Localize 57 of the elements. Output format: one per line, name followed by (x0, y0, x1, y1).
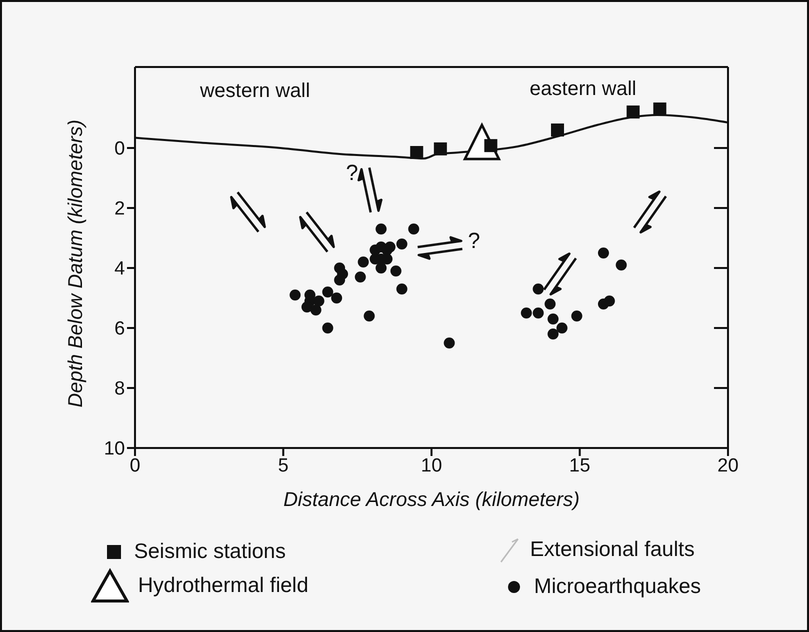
point (653, 102, 666, 116)
point (626, 106, 640, 118)
point (396, 284, 408, 294)
point (334, 274, 346, 286)
y-tick-label: 4 (114, 258, 126, 280)
legend-label: Seismic stations (134, 540, 286, 564)
point (544, 298, 556, 310)
point (604, 296, 615, 306)
point (556, 322, 568, 334)
point (616, 260, 627, 270)
point (520, 308, 532, 318)
point (358, 256, 369, 268)
y-tick-label: 0 (114, 138, 125, 160)
point (396, 238, 408, 250)
point (331, 292, 342, 304)
x-tick-label: 0 (130, 455, 140, 476)
point (532, 284, 544, 294)
annotation: ? (468, 228, 480, 253)
x-tick-label: 15 (569, 455, 590, 476)
point (408, 224, 420, 234)
point (484, 139, 498, 152)
point (322, 322, 334, 334)
y-axis-title: Depth Below Datum (kilometers) (65, 120, 88, 408)
legend-label: Hydrothermal field (138, 574, 308, 598)
annotation: eastern wall (530, 78, 636, 100)
point (410, 146, 424, 159)
point (313, 296, 324, 306)
point (376, 224, 387, 234)
point (376, 262, 387, 274)
point (434, 142, 447, 156)
point (551, 124, 564, 136)
annotation: western wall (198, 80, 310, 102)
x-axis-title: Distance Across Axis (kilometers) (283, 489, 580, 511)
y-tick-label: 6 (114, 318, 125, 340)
y-tick-label: 8 (114, 378, 125, 400)
x-tick-label: 10 (420, 455, 442, 476)
point (598, 248, 609, 258)
point (532, 308, 544, 318)
text: Extensional faults (530, 538, 695, 562)
point (301, 302, 312, 312)
point (548, 314, 559, 324)
x-tick-label: 5 (278, 455, 289, 476)
y-tick-label: 10 (104, 438, 125, 460)
point (548, 328, 559, 340)
point (290, 290, 301, 300)
point (364, 310, 375, 322)
annotation: ? (346, 160, 358, 185)
legend-label: Microearthquakes (534, 575, 701, 599)
point (354, 272, 366, 282)
y-tick-label: 2 (114, 198, 125, 220)
point (571, 310, 582, 322)
point (322, 286, 334, 298)
point (310, 304, 322, 316)
point (384, 242, 396, 252)
point (444, 338, 455, 348)
point (390, 266, 402, 276)
x-tick-label: 20 (717, 455, 739, 476)
